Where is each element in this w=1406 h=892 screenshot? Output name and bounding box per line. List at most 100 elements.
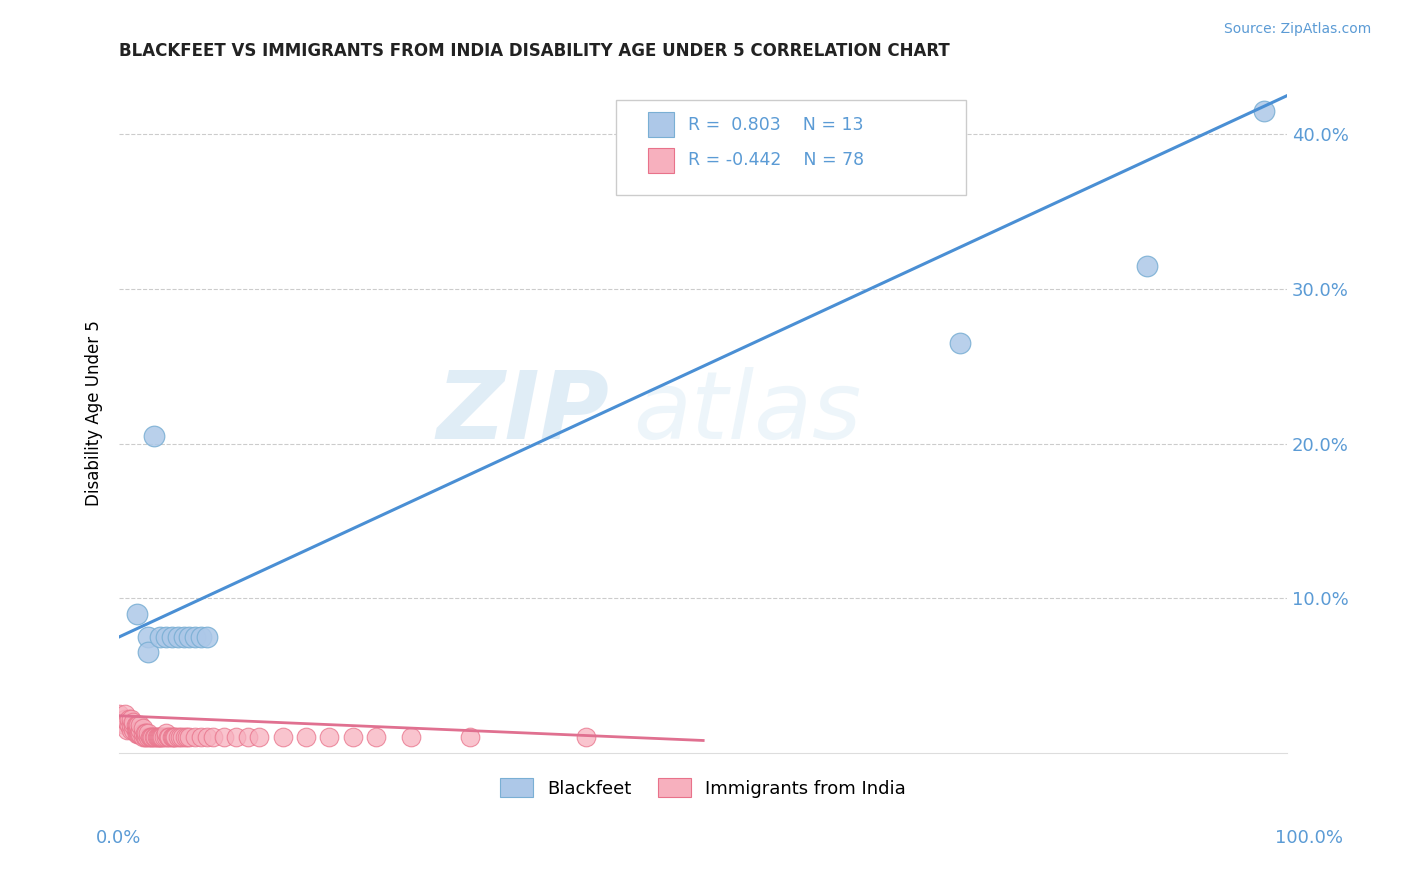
Point	[117, 714, 139, 729]
Point	[117, 712, 139, 726]
Point	[149, 630, 172, 644]
Point	[122, 714, 145, 729]
Point	[114, 707, 136, 722]
Point	[155, 731, 177, 745]
Point	[129, 718, 152, 732]
Point	[138, 630, 160, 644]
Text: R =  0.803    N = 13: R = 0.803 N = 13	[688, 116, 863, 134]
Point	[141, 731, 163, 745]
Point	[143, 429, 166, 443]
Point	[152, 731, 174, 745]
Point	[190, 731, 212, 745]
Point	[155, 630, 177, 644]
Point	[179, 630, 201, 644]
Point	[114, 712, 136, 726]
Point	[145, 731, 167, 745]
Point	[179, 731, 201, 745]
Point	[172, 731, 194, 745]
Point	[1253, 104, 1275, 119]
Text: BLACKFEET VS IMMIGRANTS FROM INDIA DISABILITY AGE UNDER 5 CORRELATION CHART: BLACKFEET VS IMMIGRANTS FROM INDIA DISAB…	[120, 42, 950, 60]
Point	[249, 731, 271, 745]
Point	[122, 718, 145, 732]
Point	[122, 723, 145, 737]
Point	[108, 707, 131, 722]
Point	[125, 727, 148, 741]
Point	[143, 731, 166, 745]
Point	[295, 731, 318, 745]
Text: 0.0%: 0.0%	[96, 829, 141, 847]
Point	[135, 731, 157, 745]
Point	[148, 731, 170, 745]
Point	[195, 630, 218, 644]
Point	[318, 731, 340, 745]
Point	[201, 731, 224, 745]
Point	[399, 731, 422, 745]
Point	[176, 731, 198, 745]
Point	[120, 718, 142, 732]
Point	[163, 731, 186, 745]
Point	[184, 630, 207, 644]
Point	[127, 723, 149, 737]
Point	[159, 731, 181, 745]
Point	[125, 607, 148, 621]
Point	[145, 731, 167, 745]
Point	[138, 725, 160, 739]
Point	[1136, 259, 1159, 273]
Point	[458, 731, 481, 745]
Point	[125, 723, 148, 737]
Point	[152, 731, 174, 745]
Point	[146, 731, 169, 745]
Point	[120, 712, 142, 726]
Point	[127, 727, 149, 741]
FancyBboxPatch shape	[648, 112, 673, 137]
Text: atlas: atlas	[633, 368, 862, 458]
Point	[150, 731, 173, 745]
Point	[120, 723, 142, 737]
Text: 100.0%: 100.0%	[1275, 829, 1343, 847]
Point	[129, 727, 152, 741]
Point	[131, 725, 153, 739]
Point	[949, 336, 972, 351]
FancyBboxPatch shape	[648, 147, 673, 173]
Point	[166, 731, 188, 745]
Point	[190, 630, 212, 644]
Point	[117, 718, 139, 732]
Point	[124, 723, 146, 737]
Point	[138, 731, 160, 745]
Point	[173, 630, 195, 644]
Point	[125, 718, 148, 732]
Point	[134, 731, 156, 745]
Point	[236, 731, 259, 745]
Point	[157, 731, 180, 745]
Point	[124, 718, 146, 732]
Point	[139, 731, 162, 745]
FancyBboxPatch shape	[616, 100, 966, 195]
Point	[128, 727, 150, 741]
Point	[138, 731, 160, 745]
Text: Source: ZipAtlas.com: Source: ZipAtlas.com	[1223, 22, 1371, 37]
Point	[127, 718, 149, 732]
Point	[117, 723, 139, 737]
Point	[195, 731, 218, 745]
Point	[184, 731, 207, 745]
Point	[271, 731, 294, 745]
Point	[162, 731, 184, 745]
Point	[575, 731, 598, 745]
Point	[173, 731, 195, 745]
Point	[134, 725, 156, 739]
Text: ZIP: ZIP	[437, 367, 610, 458]
Point	[169, 731, 191, 745]
Point	[214, 731, 236, 745]
Point	[131, 731, 153, 745]
Point	[138, 645, 160, 659]
Point	[114, 718, 136, 732]
Point	[129, 723, 152, 737]
Y-axis label: Disability Age Under 5: Disability Age Under 5	[86, 319, 103, 506]
Point	[166, 630, 188, 644]
Point	[342, 731, 364, 745]
Point	[160, 731, 183, 745]
Point	[160, 630, 183, 644]
Point	[225, 731, 247, 745]
Text: R = -0.442    N = 78: R = -0.442 N = 78	[688, 152, 865, 169]
Point	[149, 731, 172, 745]
